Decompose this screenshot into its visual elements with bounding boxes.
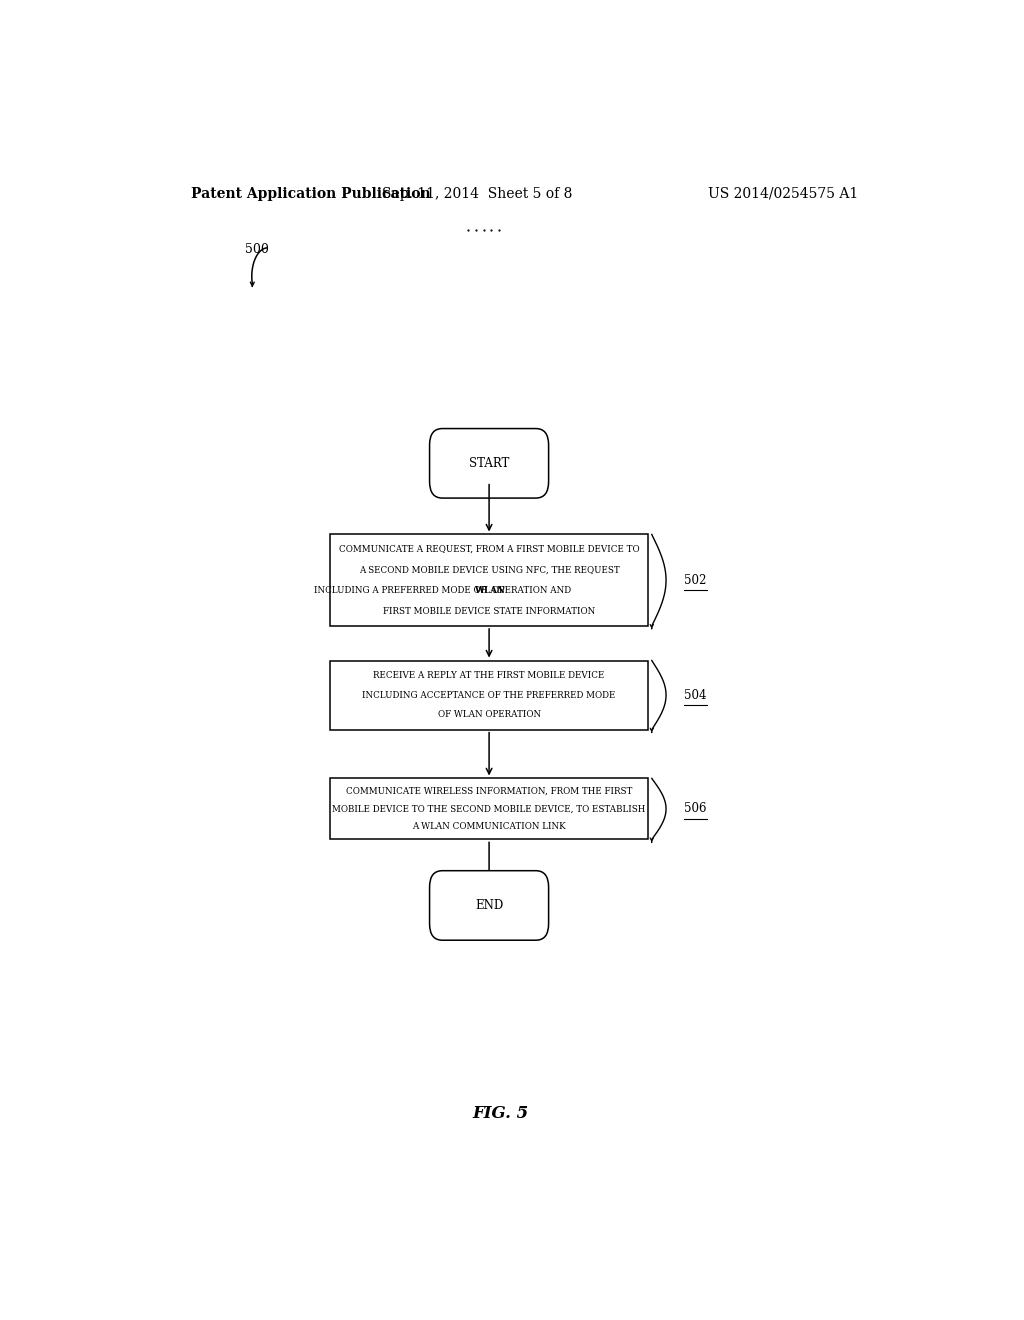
Text: Patent Application Publication: Patent Application Publication xyxy=(191,187,431,201)
Text: 504: 504 xyxy=(684,689,706,701)
Text: INCLUDING A PREFERRED MODE OF: INCLUDING A PREFERRED MODE OF xyxy=(313,586,489,595)
Text: A SECOND MOBILE DEVICE USING NFC, THE REQUEST: A SECOND MOBILE DEVICE USING NFC, THE RE… xyxy=(358,565,620,574)
Text: FIG. 5: FIG. 5 xyxy=(473,1105,529,1122)
Text: COMMUNICATE A REQUEST, FROM A FIRST MOBILE DEVICE TO: COMMUNICATE A REQUEST, FROM A FIRST MOBI… xyxy=(339,545,639,554)
Text: START: START xyxy=(469,457,509,470)
Text: RECEIVE A REPLY AT THE FIRST MOBILE DEVICE: RECEIVE A REPLY AT THE FIRST MOBILE DEVI… xyxy=(374,671,605,680)
Text: 502: 502 xyxy=(684,574,706,586)
Text: FIRST MOBILE DEVICE STATE INFORMATION: FIRST MOBILE DEVICE STATE INFORMATION xyxy=(383,607,595,615)
Text: OF WLAN OPERATION: OF WLAN OPERATION xyxy=(437,710,541,719)
Text: OPERATION AND: OPERATION AND xyxy=(489,586,571,595)
Text: US 2014/0254575 A1: US 2014/0254575 A1 xyxy=(708,187,858,201)
FancyBboxPatch shape xyxy=(430,871,549,940)
Bar xyxy=(331,779,648,840)
Text: 506: 506 xyxy=(684,803,706,816)
Text: WLAN: WLAN xyxy=(474,586,505,595)
Text: INCLUDING ACCEPTANCE OF THE PREFERRED MODE: INCLUDING ACCEPTANCE OF THE PREFERRED MO… xyxy=(362,690,615,700)
Text: COMMUNICATE WIRELESS INFORMATION, FROM THE FIRST: COMMUNICATE WIRELESS INFORMATION, FROM T… xyxy=(346,787,632,796)
Text: MOBILE DEVICE TO THE SECOND MOBILE DEVICE, TO ESTABLISH: MOBILE DEVICE TO THE SECOND MOBILE DEVIC… xyxy=(333,804,646,813)
Text: Sep. 11, 2014  Sheet 5 of 8: Sep. 11, 2014 Sheet 5 of 8 xyxy=(382,187,572,201)
Text: A WLAN COMMUNICATION LINK: A WLAN COMMUNICATION LINK xyxy=(413,821,566,830)
Text: 500: 500 xyxy=(246,243,269,256)
FancyBboxPatch shape xyxy=(430,429,549,498)
Text: END: END xyxy=(475,899,503,912)
Bar xyxy=(331,660,648,730)
Bar xyxy=(331,535,648,626)
